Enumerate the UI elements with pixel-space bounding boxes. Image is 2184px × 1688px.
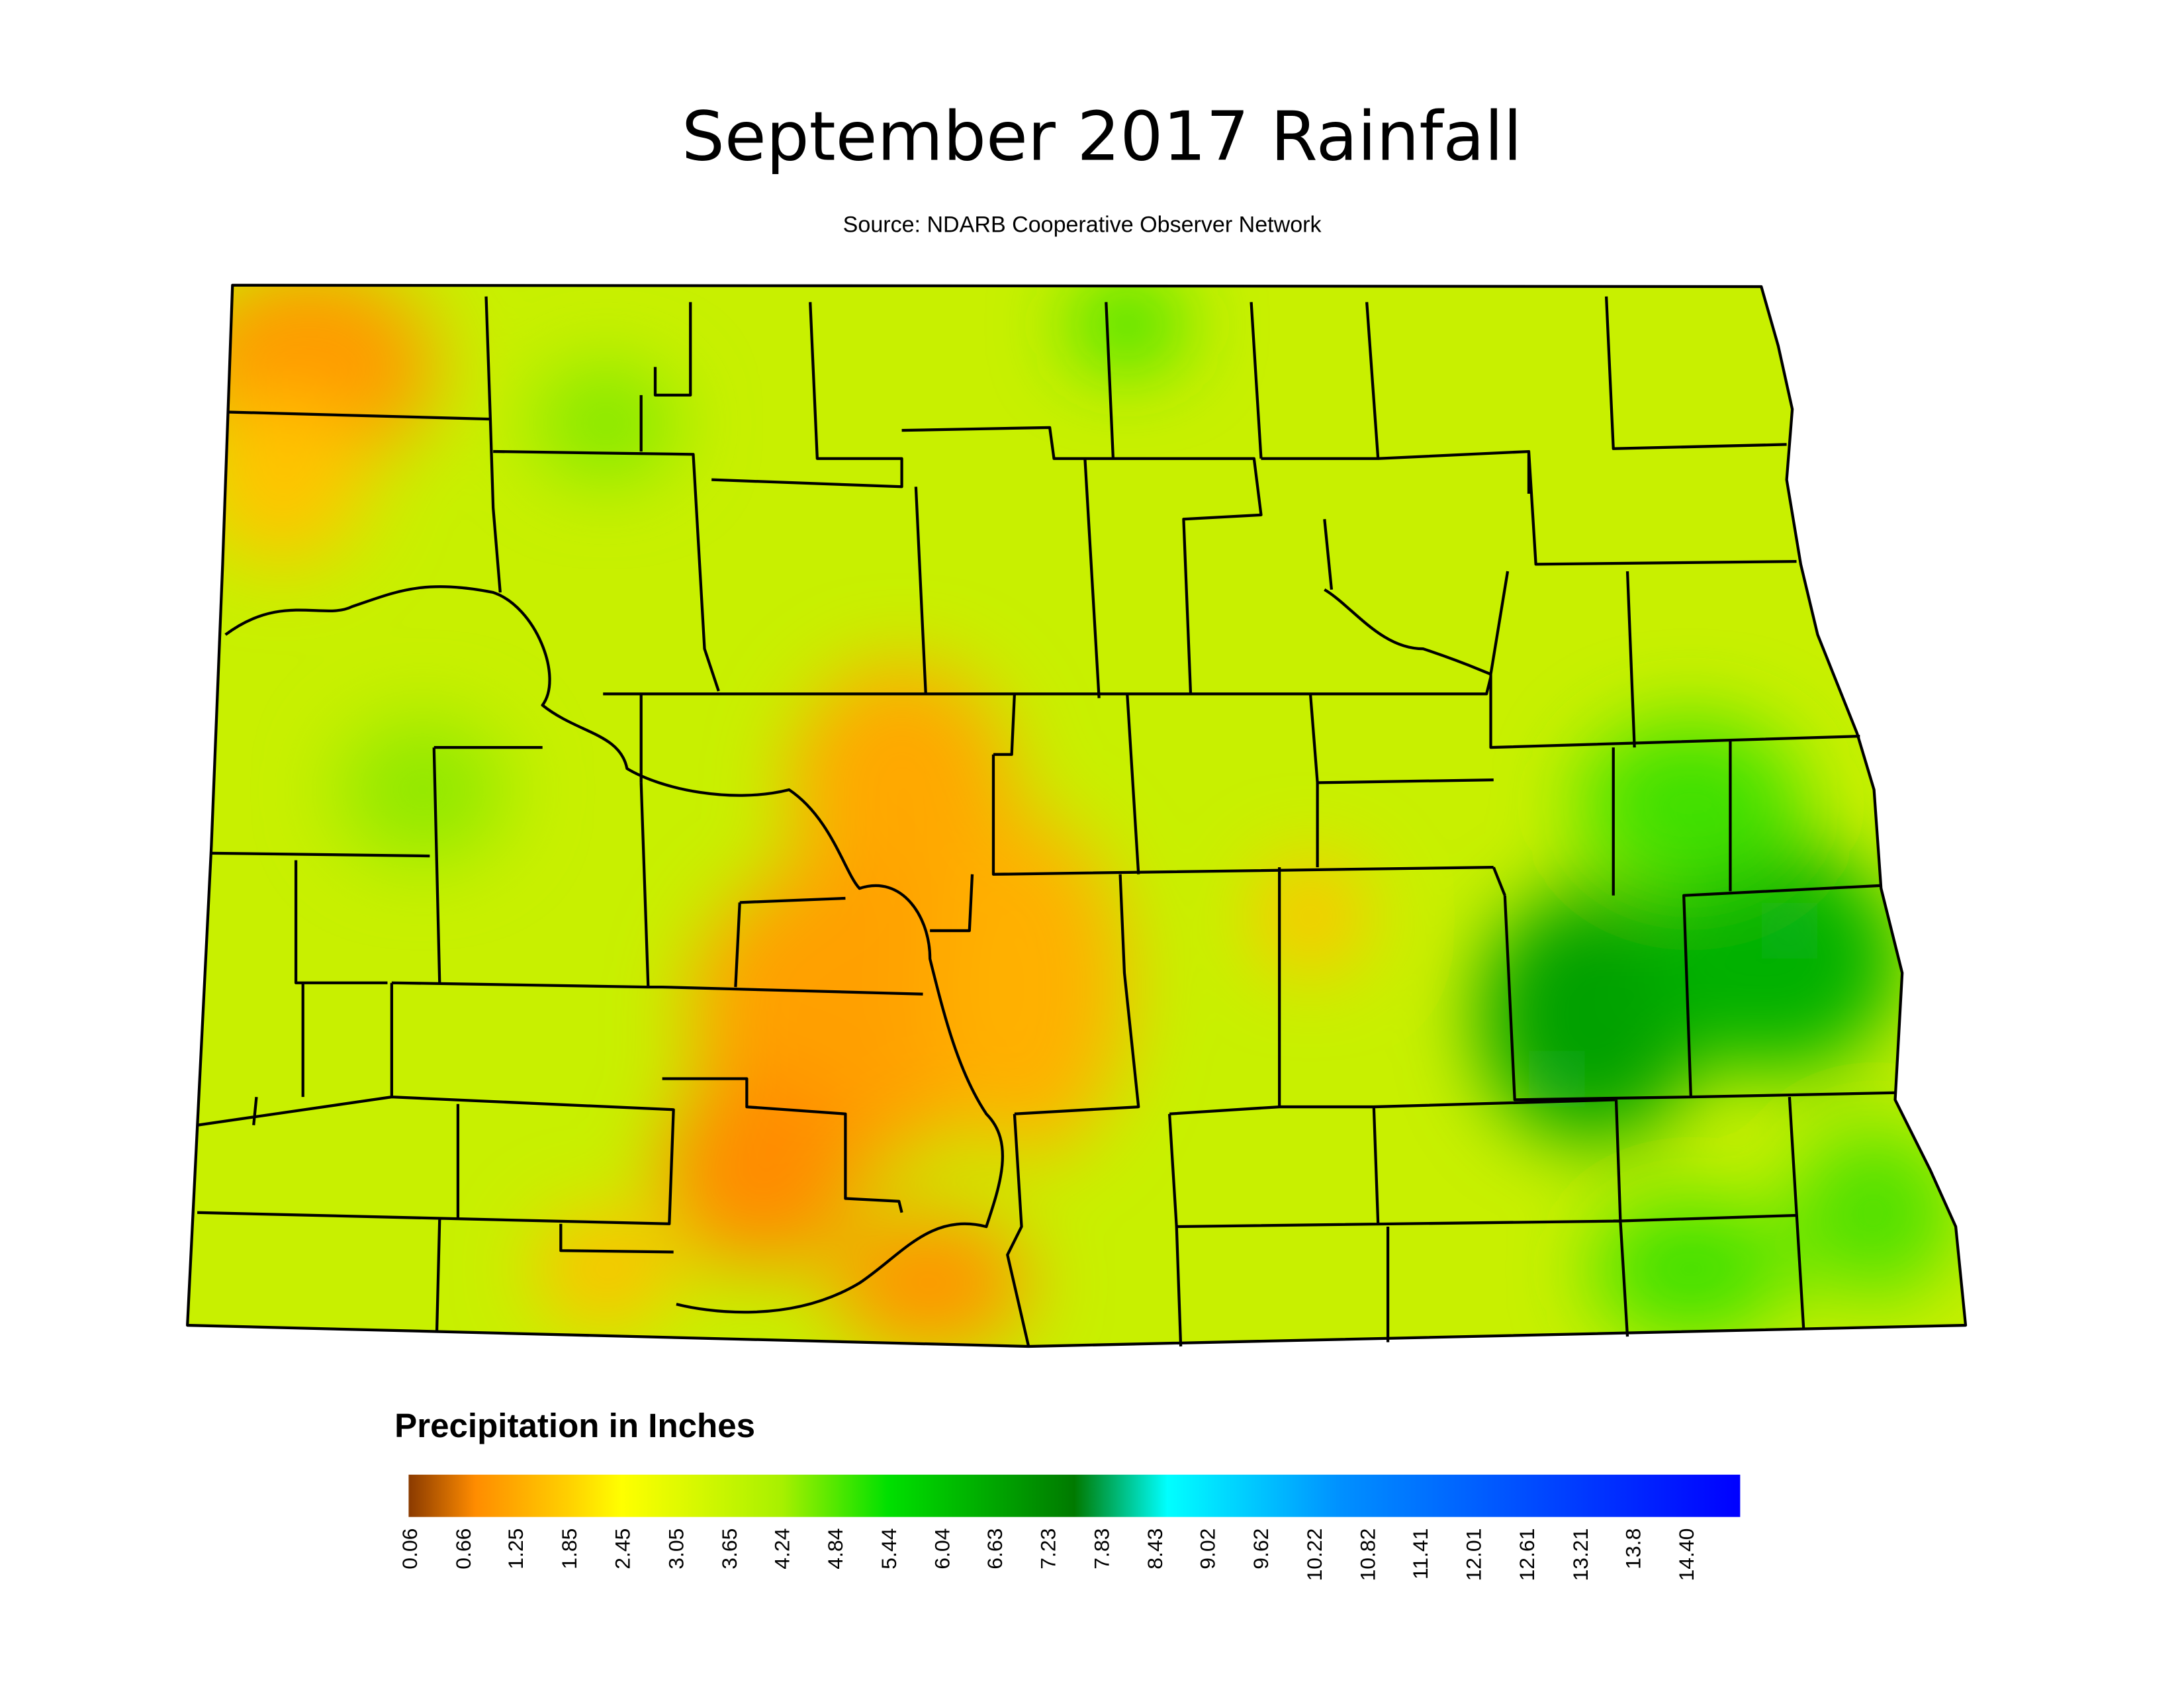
legend-tick-label: 7.83 xyxy=(1089,1528,1113,1570)
legend-tick-label: 9.62 xyxy=(1249,1528,1273,1570)
legend-tick-label: 6.04 xyxy=(930,1528,954,1570)
legend-ticks: 0.06 0.66 1.25 1.85 2.45 3.05 3.65 4.24 4.84 5.44… xyxy=(398,1528,1698,1581)
legend-tick-label: 8.43 xyxy=(1143,1528,1167,1570)
legend-tick-label: 13.21 xyxy=(1569,1528,1592,1581)
legend-tick-label: 4.84 xyxy=(823,1528,847,1570)
legend-tick-label: 1.85 xyxy=(557,1528,581,1570)
legend-tick-label: 10.22 xyxy=(1302,1528,1326,1581)
legend-tick-label: 13.8 xyxy=(1621,1528,1645,1570)
legend-tick-label: 12.01 xyxy=(1462,1528,1486,1581)
map-title: September 2017 Rainfall xyxy=(682,98,1522,177)
legend-tick-label: 11.41 xyxy=(1408,1528,1432,1580)
legend-tick-label: 4.24 xyxy=(770,1528,794,1570)
legend-tick-label: 7.23 xyxy=(1036,1528,1060,1570)
legend-tick-label: 2.45 xyxy=(611,1528,635,1570)
legend-tick-label: 9.02 xyxy=(1195,1528,1219,1570)
legend-tick-label: 0.06 xyxy=(398,1528,422,1570)
legend-tick-label: 12.61 xyxy=(1515,1528,1539,1581)
precip-surface xyxy=(187,285,1966,1346)
legend-tick-label: 14.40 xyxy=(1674,1528,1698,1581)
legend-tick-label: 6.63 xyxy=(983,1528,1007,1570)
legend-tick-label: 10.82 xyxy=(1355,1528,1379,1581)
legend-tick-label: 3.65 xyxy=(717,1528,741,1570)
legend-title: Precipitation in Inches xyxy=(394,1407,755,1444)
legend-tick-label: 3.05 xyxy=(664,1528,688,1570)
legend-tick-label: 5.44 xyxy=(877,1528,901,1570)
map-source: Source: NDARB Cooperative Observer Netwo… xyxy=(843,212,1322,237)
county-lines xyxy=(186,283,1968,1348)
legend-tick-label: 1.25 xyxy=(504,1528,527,1570)
legend-tick-label: 0.66 xyxy=(451,1528,475,1570)
color-bar xyxy=(408,1474,1741,1517)
